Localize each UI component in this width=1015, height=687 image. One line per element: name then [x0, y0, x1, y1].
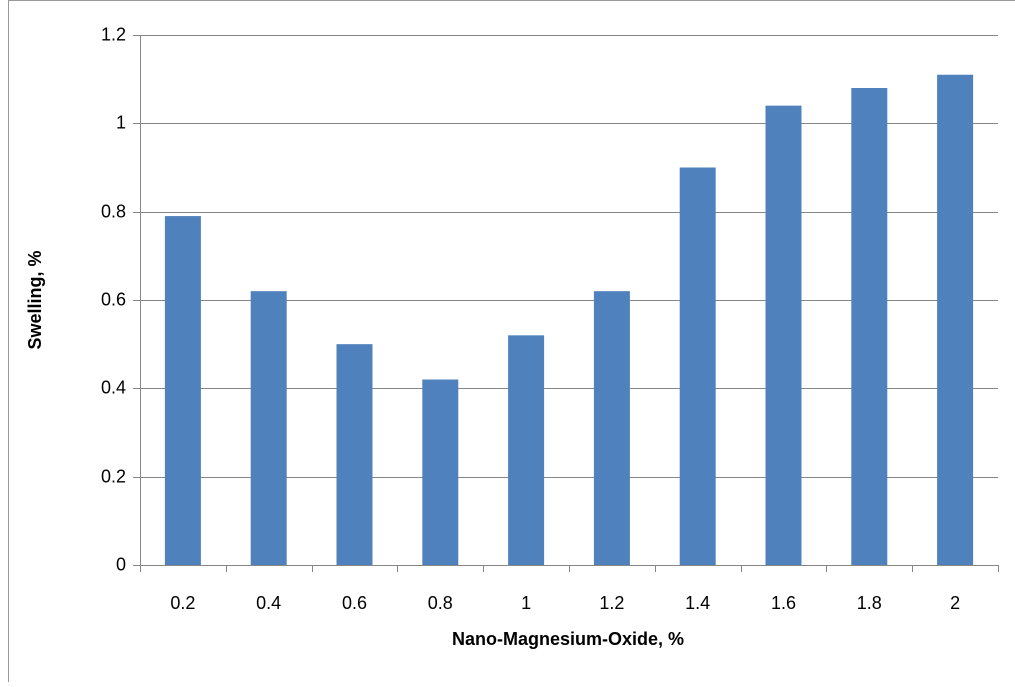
bar: [766, 106, 802, 565]
x-tick-label: 1.6: [771, 593, 796, 613]
x-tick-label: 1.2: [599, 593, 624, 613]
y-tick-label: 1: [116, 112, 126, 132]
x-tick-label: 0.4: [256, 593, 281, 613]
x-tick-label: 0.2: [170, 593, 195, 613]
bar: [851, 88, 887, 565]
x-tick-label: 1.4: [685, 593, 710, 613]
y-axis-title: Swelling, %: [25, 250, 45, 349]
bar: [337, 344, 373, 565]
y-tick-label: 0: [116, 554, 126, 574]
bar: [680, 168, 716, 566]
y-tick-label: 0.8: [101, 201, 126, 221]
x-axis-title: Nano-Magnesium-Oxide, %: [452, 629, 684, 649]
bar: [937, 75, 973, 565]
y-tick-label: 0.4: [101, 377, 126, 397]
x-tick-label: 0.6: [342, 593, 367, 613]
y-tick-label: 0.2: [101, 466, 126, 486]
bar: [251, 291, 287, 565]
x-tick-label: 1.8: [857, 593, 882, 613]
x-tick-label: 0.8: [428, 593, 453, 613]
bar: [594, 291, 630, 565]
x-tick-label: 1: [521, 593, 531, 613]
bar: [422, 380, 458, 566]
y-tick-label: 0.6: [101, 289, 126, 309]
y-tick-label: 1.2: [101, 24, 126, 44]
bar: [508, 335, 544, 565]
x-tick-label: 2: [950, 593, 960, 613]
bar: [165, 216, 201, 565]
